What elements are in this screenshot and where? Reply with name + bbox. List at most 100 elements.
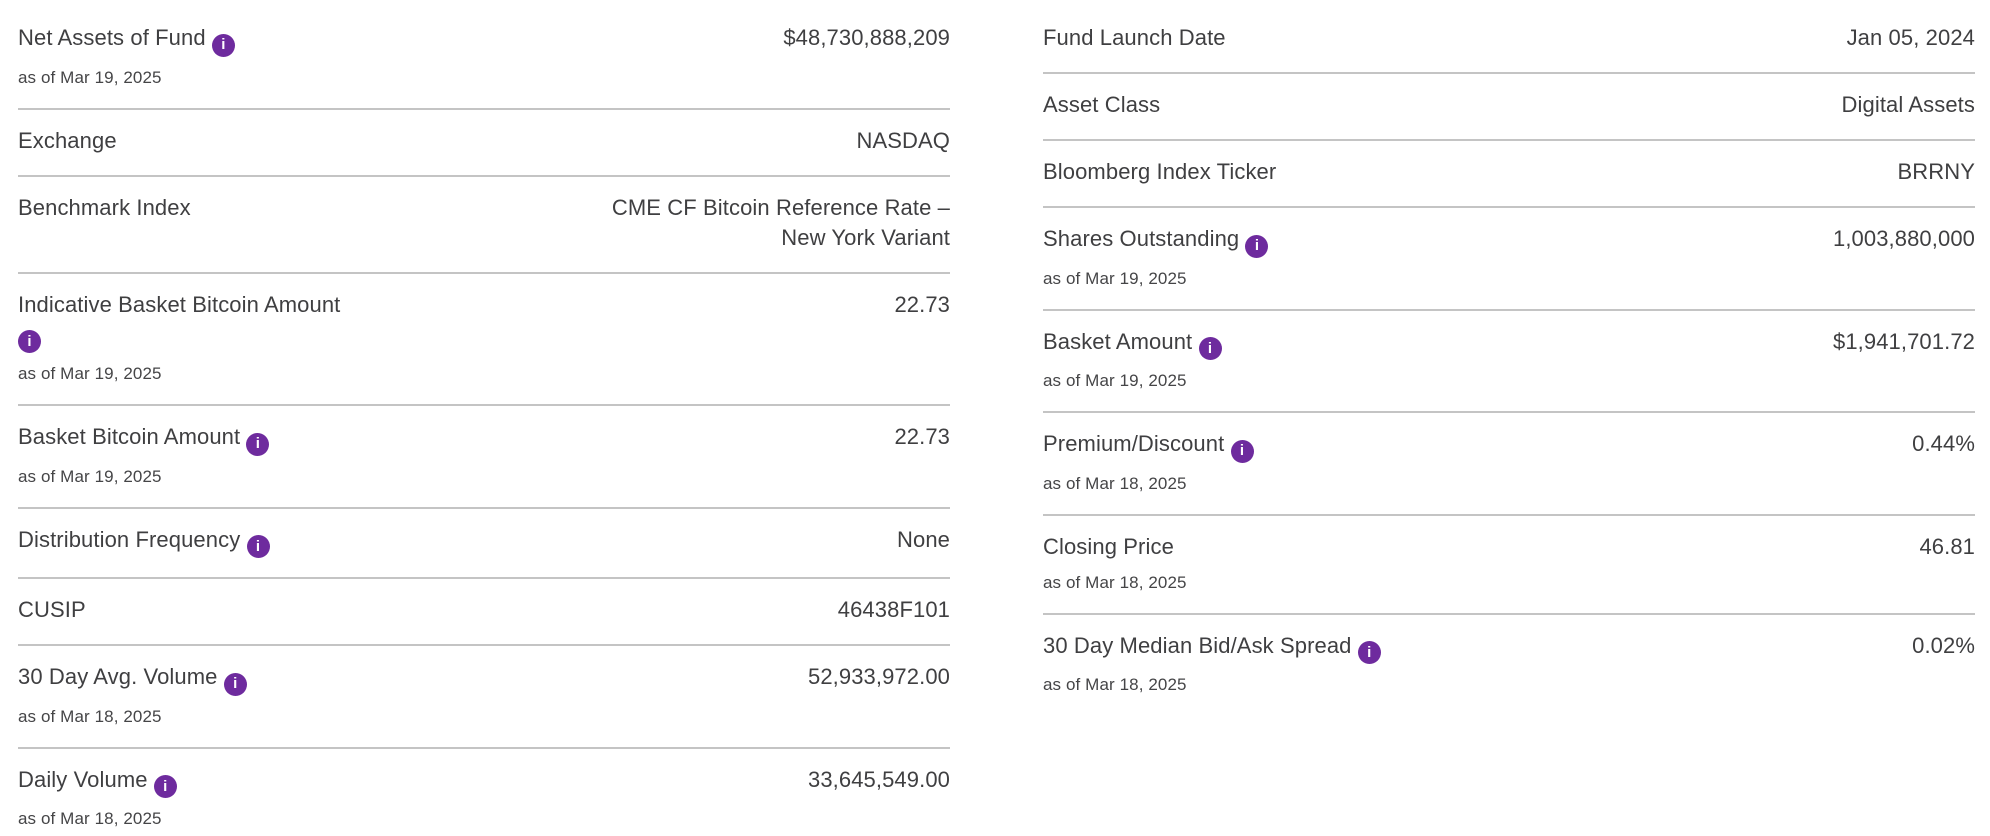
row-value: None <box>897 526 950 552</box>
row-value: 46438F101 <box>837 597 950 622</box>
info-icon-glyph: i <box>163 777 168 795</box>
info-icon-glyph: i <box>1207 339 1213 357</box>
row-value: Digital Assets <box>1841 92 1975 117</box>
row-label-line: Asset Class <box>1043 92 1160 117</box>
as-of-date: as of Mar 18, 2025 <box>1043 473 1187 493</box>
info-icon[interactable]: i <box>18 330 41 353</box>
row-label-cell: Basket Amount i as of Mar 19, 2025 <box>1043 327 1463 393</box>
row-value: 22.73 <box>894 424 950 449</box>
as-of-date: as of Mar 19, 2025 <box>1043 268 1187 288</box>
row-label-cell: Closing Price as of Mar 18, 2025 <box>1043 532 1463 594</box>
row-label-line: Shares Outstanding i <box>1043 226 1269 258</box>
as-of-date: as of Mar 19, 2025 <box>18 364 162 383</box>
row-label-cell: Exchange <box>18 126 363 156</box>
row-value: 33,645,549.00 <box>808 766 950 792</box>
row-label: Net Assets of Fund <box>18 25 206 50</box>
fund-detail-row: Fund Launch Date Jan 05, 2024 <box>1043 21 1975 74</box>
row-value: 52,933,972.00 <box>808 664 950 689</box>
row-label-line: 30 Day Median Bid/Ask Spread i <box>1043 632 1381 664</box>
fund-detail-row: Daily Volume i as of Mar 18, 2025 33,645… <box>18 749 950 836</box>
info-icon[interactable]: i <box>246 535 270 558</box>
info-icon-glyph: i <box>1254 237 1260 254</box>
row-label: Shares Outstanding <box>1043 226 1240 251</box>
row-value: 46.81 <box>1919 533 1975 559</box>
row-label: Daily Volume <box>18 766 148 792</box>
info-icon-glyph: i <box>221 36 226 53</box>
fund-detail-row: Closing Price as of Mar 18, 2025 46.81 <box>1043 516 1975 615</box>
fund-detail-row: Exchange NASDAQ <box>18 110 950 177</box>
fund-details-column-right: Fund Launch Date Jan 05, 2024 Asset Clas… <box>1043 21 1975 836</box>
info-icon[interactable]: i <box>1245 234 1269 258</box>
fund-detail-row: Shares Outstanding i as of Mar 19, 2025 … <box>1043 208 1975 311</box>
info-icon-glyph: i <box>1239 442 1245 459</box>
fund-details-column-left: Net Assets of Fund i as of Mar 19, 2025 … <box>18 21 950 836</box>
fund-detail-row: Basket Amount i as of Mar 19, 2025 $1,94… <box>1043 311 1975 413</box>
fund-detail-row: 30 Day Avg. Volume i as of Mar 18, 2025 … <box>18 646 950 749</box>
row-label-cell: Shares Outstanding i as of Mar 19, 2025 <box>1043 224 1463 290</box>
row-value: Jan 05, 2024 <box>1846 25 1975 50</box>
fund-detail-row: Bloomberg Index Ticker BRRNY <box>1043 141 1975 208</box>
as-of-date: as of Mar 18, 2025 <box>1043 572 1187 592</box>
row-label-cell: Asset Class <box>1043 90 1463 120</box>
row-label-line: Exchange <box>18 128 117 153</box>
fund-detail-row: Asset Class Digital Assets <box>1043 74 1975 141</box>
row-label: Fund Launch Date <box>1043 25 1226 50</box>
as-of-date: as of Mar 19, 2025 <box>18 67 162 87</box>
as-of-date: as of Mar 19, 2025 <box>18 466 162 486</box>
row-label-cell: Indicative Basket Bitcoin Amount i as of… <box>18 290 363 386</box>
row-label: 30 Day Median Bid/Ask Spread <box>1043 632 1352 658</box>
row-label: Bloomberg Index Ticker <box>1043 159 1277 184</box>
row-label-cell: Distribution Frequency i <box>18 525 363 558</box>
row-label: Closing Price <box>1043 533 1174 559</box>
info-icon[interactable]: i <box>1230 439 1254 463</box>
row-label: Exchange <box>18 127 117 153</box>
row-value: $1,941,701.72 <box>1833 328 1975 354</box>
info-icon[interactable]: i <box>223 672 247 696</box>
as-of-date: as of Mar 18, 2025 <box>1043 675 1187 694</box>
row-label-cell: 30 Day Median Bid/Ask Spread i as of Mar… <box>1043 631 1463 697</box>
row-value: 0.02% <box>1912 632 1975 658</box>
row-label-cell: Net Assets of Fund i as of Mar 19, 2025 <box>18 23 363 89</box>
row-label-cell: 30 Day Avg. Volume i as of Mar 18, 2025 <box>18 662 363 728</box>
info-icon-glyph: i <box>255 537 261 555</box>
fund-detail-row: Net Assets of Fund i as of Mar 19, 2025 … <box>18 21 950 110</box>
row-label-line: Bloomberg Index Ticker <box>1043 159 1276 184</box>
row-label-line: Daily Volume i <box>18 766 177 798</box>
row-label-line: Benchmark Index <box>18 195 191 220</box>
row-label-cell: Bloomberg Index Ticker <box>1043 157 1463 187</box>
info-icon-glyph: i <box>255 435 261 452</box>
row-label-line: Basket Bitcoin Amount i <box>18 424 270 456</box>
row-value: NASDAQ <box>856 127 950 153</box>
row-label-line: Fund Launch Date <box>1043 25 1226 50</box>
row-label-line: Net Assets of Fund i <box>18 25 235 57</box>
row-label-cell: Fund Launch Date <box>1043 23 1463 53</box>
row-label-cell: CUSIP <box>18 595 363 625</box>
row-label: Premium/Discount <box>1043 431 1225 456</box>
info-icon[interactable]: i <box>1357 641 1381 664</box>
info-icon[interactable]: i <box>246 432 270 456</box>
row-value: BRRNY <box>1897 159 1975 184</box>
row-label: Benchmark Index <box>18 194 191 220</box>
row-label-cell: Premium/Discount i as of Mar 18, 2025 <box>1043 429 1463 495</box>
row-label: CUSIP <box>18 597 86 622</box>
row-label-line: Closing Price <box>1043 534 1174 559</box>
row-label-line: Indicative Basket Bitcoin Amount i <box>18 291 341 353</box>
row-label-cell: Basket Bitcoin Amount i as of Mar 19, 20… <box>18 422 363 488</box>
row-value: $48,730,888,209 <box>783 25 950 50</box>
row-value: 22.73 <box>894 291 950 317</box>
row-label: 30 Day Avg. Volume <box>18 664 218 689</box>
row-label-line: Distribution Frequency i <box>18 527 270 558</box>
as-of-date: as of Mar 19, 2025 <box>1043 371 1187 390</box>
fund-detail-row: 30 Day Median Bid/Ask Spread i as of Mar… <box>1043 615 1975 716</box>
row-value: 1,003,880,000 <box>1833 226 1975 251</box>
fund-detail-row: Benchmark Index CME CF Bitcoin Reference… <box>18 177 950 274</box>
info-icon[interactable]: i <box>1198 337 1222 360</box>
info-icon[interactable]: i <box>153 775 177 798</box>
row-label-line: 30 Day Avg. Volume i <box>18 664 247 696</box>
info-icon[interactable]: i <box>211 33 235 57</box>
as-of-date: as of Mar 18, 2025 <box>18 706 162 726</box>
fund-detail-row: Distribution Frequency i None <box>18 509 950 579</box>
fund-detail-row: CUSIP 46438F101 <box>18 579 950 646</box>
row-label: Indicative Basket Bitcoin Amount <box>18 291 341 317</box>
fund-detail-row: Basket Bitcoin Amount i as of Mar 19, 20… <box>18 406 950 509</box>
